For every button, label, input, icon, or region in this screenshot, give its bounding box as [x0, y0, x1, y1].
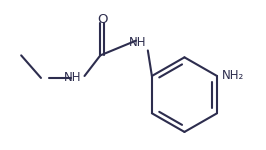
Text: NH₂: NH₂	[222, 69, 244, 82]
Text: NH: NH	[129, 36, 147, 49]
Text: O: O	[97, 13, 107, 26]
Text: NH: NH	[64, 71, 81, 84]
